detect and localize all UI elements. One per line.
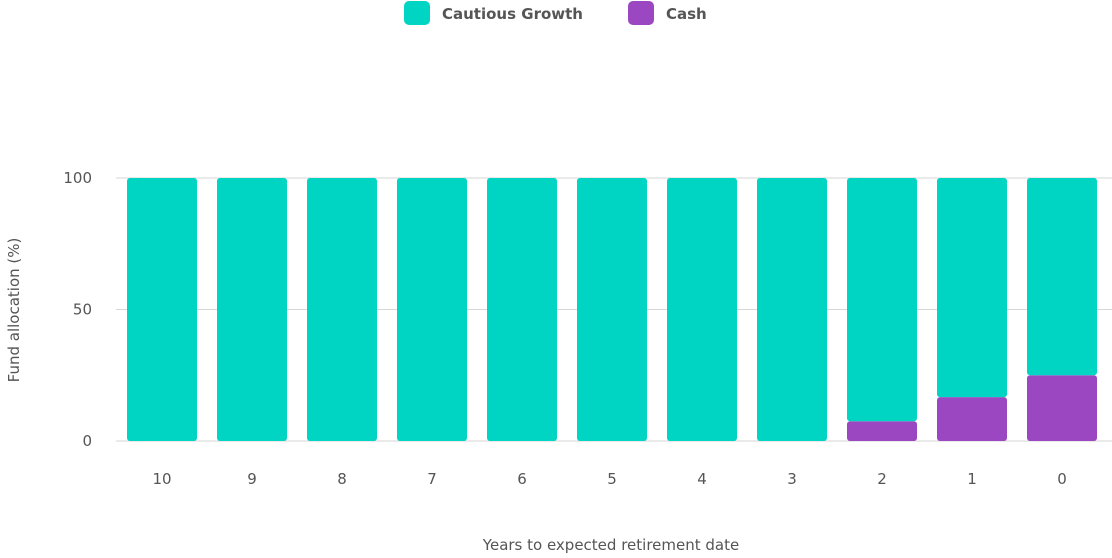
bar-cash	[847, 421, 917, 441]
y-tick-label: 50	[73, 301, 92, 319]
x-tick-label: 2	[877, 470, 887, 488]
y-tick-label: 100	[63, 169, 92, 187]
bar-cash	[937, 397, 1007, 441]
y-axis-title: Fund allocation (%)	[5, 238, 23, 383]
x-tick-label: 3	[787, 470, 797, 488]
bar-cautious-growth	[487, 178, 557, 441]
x-axis-title: Years to expected retirement date	[482, 536, 739, 554]
legend-label: Cash	[666, 5, 707, 23]
legend-label: Cautious Growth	[442, 5, 583, 23]
x-tick-label: 4	[697, 470, 707, 488]
bar-cautious-growth	[757, 178, 827, 441]
bar-cash	[1027, 375, 1097, 441]
x-tick-label: 0	[1057, 470, 1067, 488]
legend: Cautious Growth Cash	[404, 1, 707, 25]
bar-cautious-growth	[217, 178, 287, 441]
bars	[127, 178, 1097, 441]
legend-swatch	[404, 1, 430, 25]
bar-cautious-growth	[577, 178, 647, 441]
bar-cautious-growth	[847, 178, 917, 422]
x-tick-label: 8	[337, 470, 347, 488]
bar-cautious-growth	[127, 178, 197, 441]
bar-cautious-growth	[667, 178, 737, 441]
x-tick-label: 9	[247, 470, 257, 488]
bar-cautious-growth	[397, 178, 467, 441]
x-axis-ticks: 10 9 8 7 6 5 4 3 2 1 0	[152, 470, 1066, 488]
legend-swatch	[628, 1, 654, 25]
bar-cautious-growth	[1027, 178, 1097, 376]
bar-cautious-growth	[937, 178, 1007, 398]
y-tick-label: 0	[82, 432, 92, 450]
x-tick-label: 5	[607, 470, 617, 488]
bar-cautious-growth	[307, 178, 377, 441]
x-tick-label: 7	[427, 470, 437, 488]
x-tick-label: 10	[152, 470, 171, 488]
x-tick-label: 6	[517, 470, 527, 488]
x-tick-label: 1	[967, 470, 977, 488]
y-axis-ticks: 0 50 100	[63, 169, 92, 450]
